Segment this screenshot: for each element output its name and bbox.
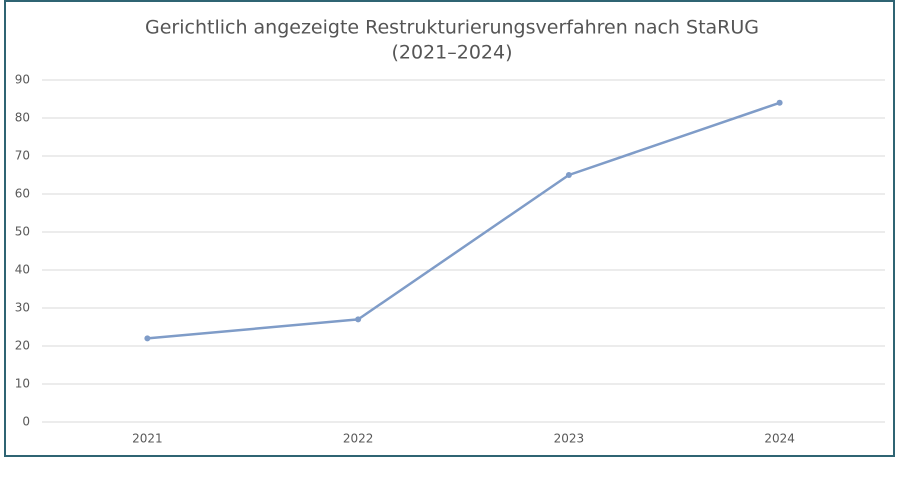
data-line	[147, 101, 781, 340]
y-tick-label: 70	[15, 149, 30, 163]
y-tick-label: 90	[15, 73, 30, 87]
y-tick-label: 10	[15, 377, 30, 391]
chart-title: (2021–2024)	[391, 42, 512, 64]
chart-title: Gerichtlich angezeigte Restrukturierungs…	[145, 17, 759, 39]
y-tick-label: 20	[15, 339, 30, 353]
data-point	[776, 99, 783, 106]
data-point	[355, 316, 362, 323]
y-tick-label: 40	[15, 263, 30, 277]
chart-frame	[4, 0, 895, 457]
x-tick-label: 2024	[764, 432, 795, 446]
data-point	[144, 335, 151, 342]
x-tick-label: 2023	[554, 432, 585, 446]
y-tick-label: 80	[15, 111, 30, 125]
x-tick-label: 2021	[132, 432, 163, 446]
x-tick-label: 2022	[343, 432, 374, 446]
y-tick-label: 0	[22, 415, 30, 429]
data-point	[565, 172, 572, 178]
y-tick-label: 60	[15, 187, 30, 201]
y-tick-label: 50	[15, 225, 30, 239]
y-tick-label: 30	[15, 301, 30, 315]
